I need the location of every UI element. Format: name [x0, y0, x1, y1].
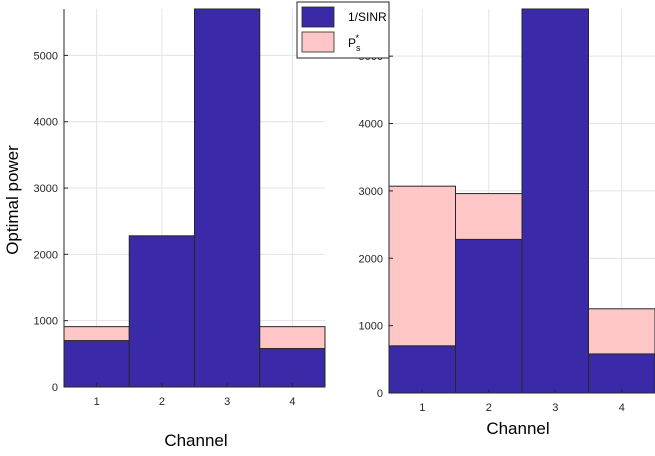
- legend-label-sinr: 1/SINR: [348, 10, 387, 24]
- left-x-axis-label: Channel: [164, 431, 227, 450]
- right-bar-sinr-ch1: [388, 345, 456, 394]
- right-x-tick-label: 4: [619, 402, 625, 414]
- right-bar-sinr-ch3: [521, 8, 589, 394]
- right-bar-ps-ch1: [388, 185, 456, 347]
- right-x-tick-label: 1: [419, 402, 425, 414]
- left-y-axis-label: Optimal power: [3, 145, 22, 255]
- right-bar-sinr-ch2: [455, 238, 523, 394]
- left-x-tick-label: 2: [159, 396, 165, 408]
- left-bar-sinr-ch2: [128, 235, 195, 388]
- left-y-tick-label: 0: [52, 382, 58, 394]
- legend-swatch-sinr: [301, 6, 335, 28]
- right-y-tick-label: 4000: [359, 119, 383, 131]
- left-y-tick-label: 5000: [34, 50, 58, 62]
- left-y-tick-label: 3000: [34, 183, 58, 195]
- right-x-tick-label: 2: [486, 402, 492, 414]
- left-y-tick-label: 4000: [34, 117, 58, 129]
- left-y-tick-label: 2000: [34, 249, 58, 261]
- right-y-tick-label: 1000: [359, 321, 383, 333]
- left-y-tick-label: 1000: [34, 316, 58, 328]
- legend-label-ps: Ps*: [348, 33, 361, 53]
- left-x-tick-label: 1: [94, 396, 100, 408]
- right-x-axis-label: Channel: [486, 419, 549, 438]
- legend-swatch-ps: [301, 31, 335, 53]
- right-bar-ps-ch2: [455, 193, 523, 240]
- right-y-tick-label: 3000: [359, 186, 383, 198]
- right-bar-sinr-ch4: [588, 353, 655, 394]
- left-bar-ps-ch4: [259, 326, 326, 350]
- left-panel: 0 1000 2000 3000 4000 5000 1 2 3 4: [34, 8, 326, 408]
- left-x-tick-label: 4: [289, 396, 295, 408]
- right-bar-ps-ch4: [588, 308, 655, 355]
- right-y-tick-label: 0: [377, 388, 383, 400]
- left-x-tick-label: 3: [224, 396, 230, 408]
- right-x-tick-label: 3: [552, 402, 558, 414]
- left-bar-sinr-ch1: [63, 340, 130, 388]
- left-bar-ps-ch1: [63, 326, 130, 342]
- left-bar-sinr-ch4: [259, 348, 326, 388]
- right-y-tick-label: 2000: [359, 253, 383, 265]
- legend: 1/SINR Ps*: [296, 1, 390, 59]
- left-bar-sinr-ch3: [194, 8, 261, 388]
